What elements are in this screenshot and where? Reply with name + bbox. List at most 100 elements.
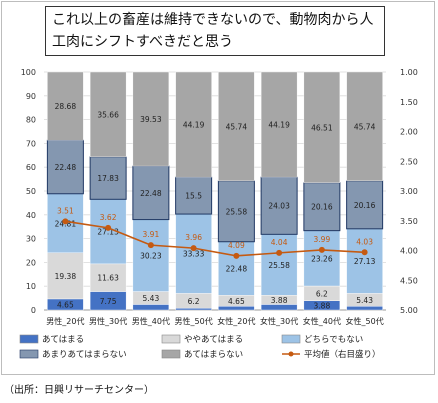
legend-swatch xyxy=(161,349,181,359)
average-label: 3.62 xyxy=(100,213,117,222)
bar-segment xyxy=(89,263,127,292)
average-label: 3.91 xyxy=(143,230,160,239)
average-point xyxy=(105,224,112,231)
average-point xyxy=(361,249,368,256)
average-point xyxy=(62,218,69,225)
data-label: 44.19 xyxy=(268,121,290,130)
data-label: 3.88 xyxy=(314,301,331,310)
data-label: 24.03 xyxy=(268,202,290,211)
average-label: 4.04 xyxy=(271,238,288,247)
data-label: 28.68 xyxy=(55,102,77,111)
bar-segment xyxy=(175,176,213,215)
x-tick-label: 女性_30代 xyxy=(260,316,298,326)
bar-segment xyxy=(89,156,127,200)
bar-segment xyxy=(218,241,255,296)
source-note: （出所：日興リサーチセンター） xyxy=(4,385,154,396)
average-label: 3.99 xyxy=(314,235,331,244)
data-label: 33.33 xyxy=(183,250,205,259)
x-tick-label: 男性_20代 xyxy=(46,316,84,326)
data-label: 17.83 xyxy=(97,174,119,183)
legend-label: 平均値（右目盛り） xyxy=(304,349,381,360)
bar-segment xyxy=(89,71,127,158)
bar-segment xyxy=(346,306,383,311)
data-label: 6.2 xyxy=(316,289,328,298)
legend-swatch xyxy=(19,349,39,359)
bar-segment xyxy=(260,304,298,311)
data-label: 27.13 xyxy=(97,228,119,237)
y-tick-label: 60 xyxy=(26,163,36,172)
bar-segment xyxy=(175,71,212,178)
bar-segment xyxy=(132,219,170,292)
bar-segment xyxy=(217,180,255,243)
legend-line-marker xyxy=(288,351,294,357)
x-tick-label: 男性_40代 xyxy=(132,316,170,326)
data-label: 5.43 xyxy=(143,294,160,303)
average-point xyxy=(190,245,197,252)
y-tick-label: 40 xyxy=(26,211,36,220)
average-point xyxy=(276,249,283,256)
data-label: 30.23 xyxy=(140,252,162,261)
average-point xyxy=(233,252,240,259)
average-point xyxy=(318,246,325,253)
data-label: 45.74 xyxy=(354,122,376,131)
y2-tick-label: 5.00 xyxy=(400,306,418,315)
data-label: 27.13 xyxy=(354,257,376,266)
y2-tick-label: 2.50 xyxy=(400,157,418,166)
data-label: 22.48 xyxy=(226,264,248,273)
y2-tick-label: 4.50 xyxy=(400,276,418,285)
legend-label: あてはまる xyxy=(42,335,84,345)
data-label: 3.88 xyxy=(271,296,288,305)
y2-tick-label: 1.50 xyxy=(400,98,418,107)
average-label: 4.09 xyxy=(228,241,245,250)
x-tick-label: 女性_50代 xyxy=(346,316,384,326)
y-tick-label: 70 xyxy=(26,139,36,148)
data-label: 7.75 xyxy=(100,297,117,306)
data-label: 19.38 xyxy=(55,272,77,281)
bar-segment xyxy=(132,304,170,311)
x-tick-label: 男性_30代 xyxy=(89,316,127,326)
chart-title: これ以上の畜産は維持できないので、動物肉から人工肉にシフトすべきだと思う xyxy=(45,6,385,56)
data-label: 25.58 xyxy=(226,207,248,216)
bar-segment xyxy=(303,230,341,287)
x-tick-label: 男性_50代 xyxy=(175,316,213,326)
y-tick-label: 10 xyxy=(26,282,36,291)
y-tick-label: 30 xyxy=(26,235,36,244)
bar-segment xyxy=(218,71,255,182)
data-label: 4.65 xyxy=(228,297,245,306)
average-label: 3.96 xyxy=(185,233,202,242)
legend-label: どちらでもない xyxy=(304,335,363,345)
average-label: 4.03 xyxy=(356,237,373,246)
data-label: 5.43 xyxy=(356,296,373,305)
bar-segment xyxy=(346,228,383,294)
y2-tick-label: 3.50 xyxy=(400,217,418,226)
bar-segment xyxy=(346,71,383,182)
legend-swatch xyxy=(19,334,39,344)
data-label: 23.26 xyxy=(311,254,333,263)
x-tick-label: 女性_20代 xyxy=(217,316,255,326)
data-label: 20.16 xyxy=(354,201,376,210)
legend-label: ややあてはまる xyxy=(184,335,243,345)
data-label: 4.65 xyxy=(57,300,74,309)
bar-segment xyxy=(260,234,298,296)
data-label: 45.74 xyxy=(226,122,248,131)
y-tick-label: 80 xyxy=(26,116,36,125)
bar-segment xyxy=(175,307,212,311)
data-label: 20.16 xyxy=(311,203,333,212)
legend-label: あてはまらない xyxy=(184,350,243,360)
data-label: 25.58 xyxy=(268,261,290,270)
data-label: 11.63 xyxy=(97,274,119,283)
chart-plot: 0 10 20 30 40 50 60 70 80 90 100 1.00 1.50 2.00 2.50 3.… xyxy=(19,68,418,360)
y-tick-label: 20 xyxy=(26,258,36,267)
bar-segment xyxy=(47,71,84,141)
x-tick-label: 女性_40代 xyxy=(303,316,341,326)
legend-label: あまりあてはまらない xyxy=(42,350,127,360)
data-label: 22.48 xyxy=(140,189,162,198)
legend-swatch xyxy=(281,334,301,344)
y2-tick-label: 3.00 xyxy=(400,187,418,196)
y-tick-label: 90 xyxy=(26,92,36,101)
bar-segment xyxy=(303,71,341,183)
bar-segment xyxy=(303,182,341,232)
y-tick-label: 0 xyxy=(31,306,36,315)
legend-swatch xyxy=(161,334,181,344)
y2-tick-label: 1.00 xyxy=(400,68,418,77)
